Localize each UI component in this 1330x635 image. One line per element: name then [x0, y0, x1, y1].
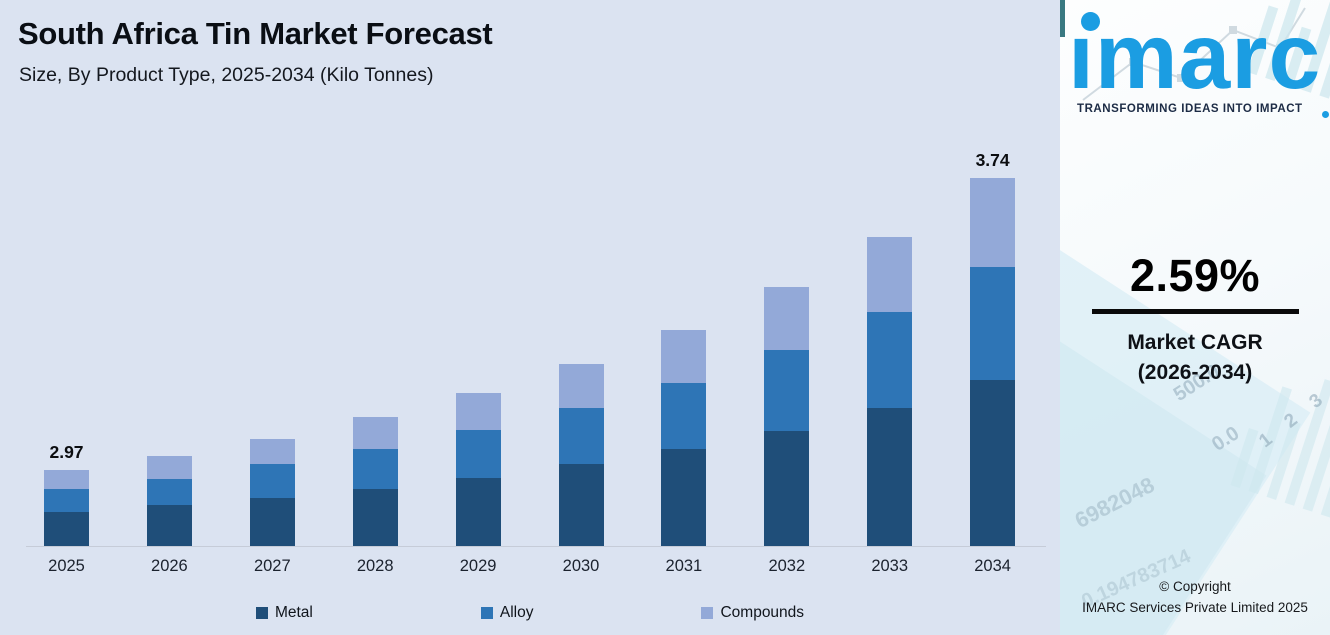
cagr-value: 2.59%: [1129, 250, 1261, 301]
x-tick-2030: 2030: [562, 557, 600, 575]
segment-alloy-2027: [249, 464, 295, 498]
segment-metal-2030: [558, 464, 604, 546]
segment-alloy-2029: [455, 430, 501, 478]
x-tick-2034: 2034: [974, 557, 1011, 575]
segment-metal-2031: [661, 449, 707, 546]
legend-label: Compounds: [720, 604, 805, 621]
x-tick-2027: 2027: [253, 557, 291, 575]
bar-2029: [455, 393, 501, 546]
value-label-2025: 2.97: [49, 442, 84, 462]
legend-swatch-compounds: [701, 607, 714, 619]
segment-alloy-2033: [867, 312, 913, 408]
segment-compounds-2033: [867, 237, 913, 312]
page-subtitle: Size, By Product Type, 2025-2034 (Kilo T…: [19, 64, 434, 86]
imarc-tagline: TRANSFORMING IDEAS INTO IMPACT: [1077, 103, 1303, 115]
cagr-divider: [1091, 309, 1299, 314]
x-tick-2032: 2032: [768, 557, 806, 575]
segment-compounds-2028: [352, 417, 398, 449]
x-tick-2026: 2026: [151, 557, 188, 575]
segment-metal-2033: [867, 408, 913, 546]
copyright-line2: IMARC Services Private Limited 2025: [1082, 599, 1308, 615]
copyright: © Copyright IMARC Services Private Limit…: [1060, 577, 1330, 619]
chart-panel: South Africa Tin Market Forecast Size, B…: [0, 0, 1060, 635]
legend-item-compounds: Compounds: [701, 604, 804, 622]
segment-metal-2028: [352, 489, 398, 546]
bar-2031: [661, 330, 707, 546]
segment-alloy-2030: [558, 408, 604, 464]
segment-metal-2032: [764, 431, 810, 546]
segment-metal-2034: [970, 380, 1016, 546]
x-tick-2025: 2025: [48, 557, 85, 575]
segment-metal-2027: [249, 498, 295, 546]
legend-item-metal: Metal: [255, 604, 313, 622]
bar-2033: [867, 237, 913, 546]
stacked-bar-chart: 2025 2.97 2026 2027 2028 2029 2030 2031 2032 2033…: [26, 150, 1046, 575]
cagr-block: 2.59% Market CAGR (2026-2034): [1060, 250, 1330, 389]
segment-compounds-2032: [764, 287, 810, 350]
legend-label: Alloy: [499, 604, 534, 621]
segment-alloy-2028: [352, 449, 398, 489]
bar-2028: [352, 417, 398, 546]
cagr-label-line1: Market CAGR: [1127, 331, 1263, 354]
cagr-label-line2: (2026-2034): [1137, 361, 1253, 385]
x-axis-line: [26, 546, 1046, 547]
segment-compounds-2034: [970, 178, 1016, 267]
segment-alloy-2026: [146, 479, 192, 505]
bar-2026: [146, 456, 192, 546]
imarc-logo-dot-icon: [1081, 12, 1100, 31]
x-tick-2029: 2029: [459, 557, 497, 575]
segment-compounds-2026: [146, 456, 192, 479]
bar-2032: [764, 287, 810, 546]
copyright-line1: © Copyright: [1159, 579, 1231, 594]
segment-compounds-2025: [44, 470, 89, 489]
segment-metal-2026: [146, 505, 192, 546]
legend-swatch-alloy: [480, 607, 493, 619]
chart-legend: Metal Alloy Compounds: [0, 604, 1060, 622]
watermark-text: 6982048: [1070, 471, 1159, 534]
bar-2027: [249, 439, 295, 546]
segment-metal-2029: [455, 478, 501, 546]
page-title: South Africa Tin Market Forecast: [18, 16, 493, 51]
watermark-text: 0.0: [1207, 422, 1244, 456]
segment-alloy-2031: [661, 383, 707, 449]
segment-compounds-2027: [249, 439, 295, 464]
legend-swatch-metal: [255, 607, 268, 619]
bar-2025: [44, 470, 89, 546]
x-tick-2031: 2031: [665, 557, 703, 575]
segment-compounds-2029: [455, 393, 501, 430]
legend-item-alloy: Alloy: [480, 604, 534, 622]
x-tick-2028: 2028: [356, 557, 394, 575]
x-tick-2033: 2033: [871, 557, 909, 575]
legend-label: Metal: [274, 604, 313, 621]
segment-metal-2025: [44, 512, 89, 546]
brand-sidebar: 500.0 0.0 1 2 3 4 6982048 0.194783714 ım…: [1060, 0, 1330, 635]
segment-compounds-2030: [558, 364, 604, 408]
imarc-logo: ımarc: [1068, 4, 1322, 108]
bar-2030: [558, 364, 604, 546]
segment-alloy-2034: [970, 267, 1016, 380]
segment-alloy-2032: [764, 350, 810, 431]
segment-compounds-2031: [661, 330, 707, 383]
bar-2034: [970, 178, 1016, 546]
segment-alloy-2025: [44, 489, 89, 512]
tagline-dot-icon: [1322, 111, 1329, 118]
watermark-corner-strip: [1060, 0, 1065, 37]
value-label-2034: 3.74: [975, 150, 1010, 170]
